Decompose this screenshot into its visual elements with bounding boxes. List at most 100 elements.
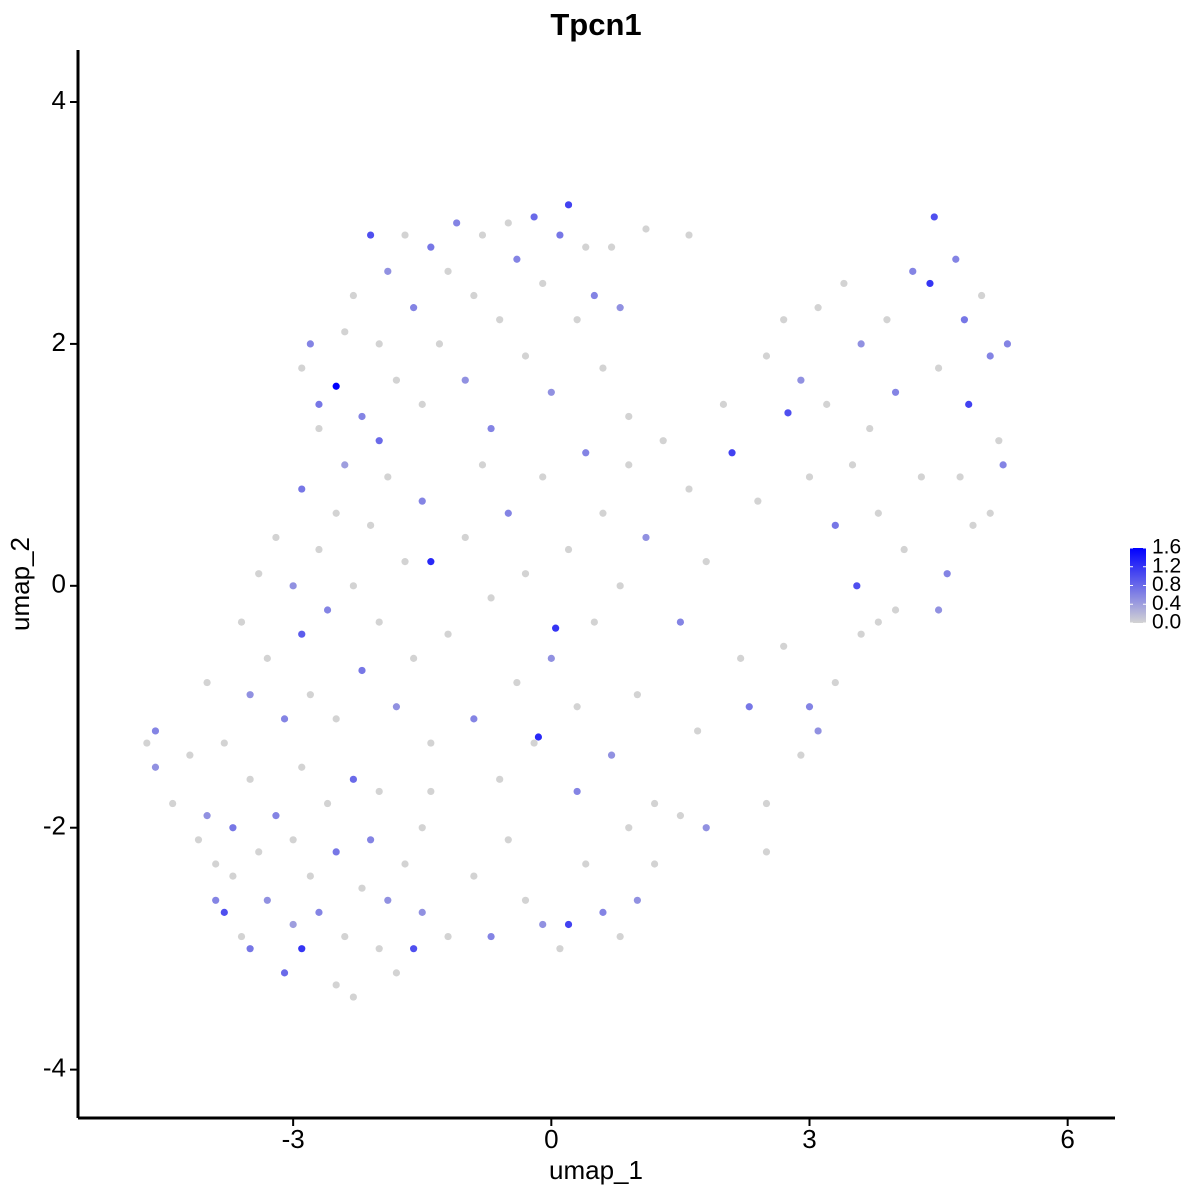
point [229,872,237,880]
point [298,630,306,638]
point [805,473,814,481]
point [702,824,710,832]
point [694,727,702,735]
point [978,291,986,300]
point [616,304,624,312]
point [504,219,512,227]
point [762,799,771,808]
point [745,703,753,711]
point [814,304,822,312]
point [349,993,357,1001]
point [866,424,874,433]
point [883,316,891,324]
point [934,606,943,614]
point [332,509,340,517]
point [315,908,323,916]
point [917,473,925,481]
point [521,352,530,360]
point [298,485,306,493]
point [332,981,340,989]
point [349,291,357,300]
point [547,388,555,396]
point [857,340,865,348]
point [272,812,280,820]
point [435,340,444,348]
point [255,570,263,578]
point [323,606,332,614]
point [685,485,693,493]
point [539,920,547,929]
point [478,231,487,239]
point [410,945,418,953]
point [384,473,392,481]
point [169,799,177,808]
point [891,388,900,396]
point [366,521,375,529]
point [599,364,607,372]
point [564,920,573,929]
point [840,279,848,288]
point [539,473,547,481]
point [599,509,607,517]
point [573,316,581,324]
point [909,267,917,275]
point [513,255,521,263]
point [719,400,728,408]
point [676,812,685,820]
point [831,521,839,529]
point [530,213,538,221]
point [952,255,960,263]
point [418,824,426,832]
point [943,570,951,578]
y-tick-label: -4 [43,1052,66,1082]
point [874,618,882,626]
point [487,594,495,602]
point [762,848,771,856]
point [272,533,280,542]
point [650,799,659,808]
point [410,304,418,312]
point [470,715,478,723]
point [366,231,375,239]
point [289,836,297,844]
y-tick-label: 0 [52,569,66,599]
point [427,787,435,796]
point [427,558,435,566]
point [306,872,314,880]
point [797,751,805,759]
point [332,848,340,856]
point [366,836,375,844]
point [418,908,426,916]
point [547,654,555,662]
point [521,896,530,904]
point [478,461,487,469]
point [375,340,383,348]
point [375,945,383,953]
point [349,582,357,590]
point [487,932,495,941]
point [246,691,254,699]
point [848,461,857,469]
x-tick-label: -3 [282,1124,305,1154]
point [823,400,831,408]
point [874,509,882,517]
x-axis-label: umap_1 [549,1155,643,1185]
chart-title: Tpcn1 [550,7,641,42]
x-tick-label: 6 [1060,1124,1074,1154]
point [487,424,495,433]
point [625,461,633,469]
point [332,382,340,390]
point [444,932,452,941]
point [315,424,323,433]
point [564,201,573,209]
point [737,654,745,662]
point [418,497,426,505]
point [143,739,151,747]
point [573,787,581,796]
point [999,461,1007,469]
y-tick-label: 2 [52,327,66,357]
point [358,666,366,675]
point [194,836,203,844]
point [392,969,401,977]
point [633,896,641,904]
